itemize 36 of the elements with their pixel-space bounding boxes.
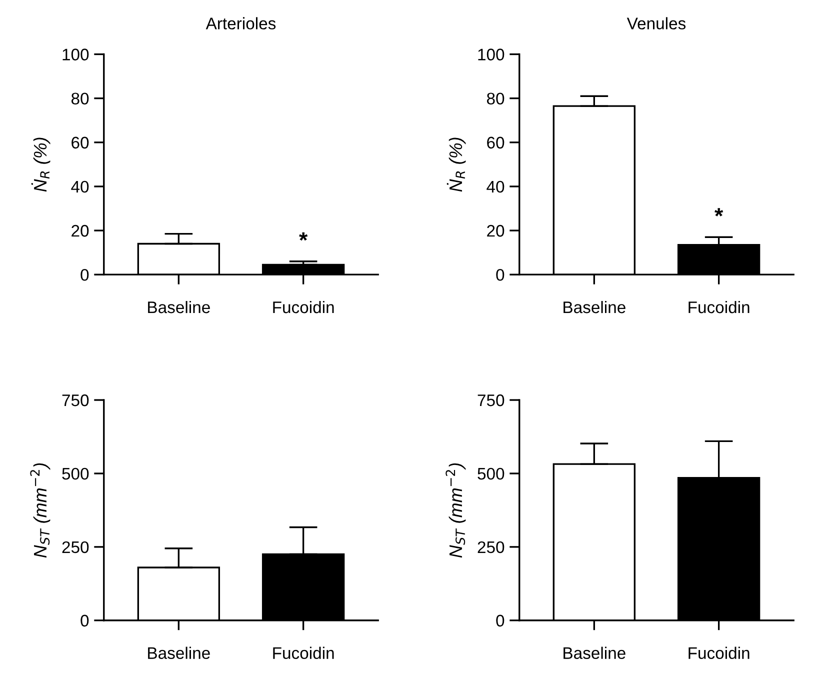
y-tick-label: 20 (72, 224, 89, 237)
y-tick-label: 80 (486, 92, 504, 105)
x-tick-label: Fucoidin (273, 646, 334, 659)
x-tick-label: Fucoidin (273, 300, 334, 314)
y-axis-title: N$_{ST}$ (mm$^{−2}$) (446, 463, 466, 558)
x-tick-label: Baseline (148, 646, 210, 659)
y-tick-label: 80 (71, 92, 89, 105)
annotation: * (714, 208, 724, 216)
chart-title: Arterioles (206, 17, 276, 30)
y-tick-label: 500 (62, 468, 89, 480)
y-tick-label: 40 (71, 180, 89, 193)
y-tick-label: 100 (62, 48, 89, 60)
x-tick-label: Fucoidin (688, 300, 750, 314)
y-axis-title: Ṅ$_{R}$ (%) (31, 138, 50, 192)
y-tick-label: 60 (487, 136, 504, 149)
y-tick-label: 250 (478, 541, 504, 554)
y-tick-label: 40 (486, 180, 504, 193)
y-tick-label: 750 (478, 394, 504, 406)
y-tick-label: 60 (72, 136, 89, 149)
y-tick-label: 250 (62, 541, 89, 554)
y-tick-label: 0 (80, 614, 89, 627)
x-tick-label: Baseline (564, 646, 626, 659)
y-axis-title: N$_{ST}$ (mm$^{−2}$) (30, 463, 50, 558)
y-tick-label: 500 (478, 468, 504, 480)
x-tick-label: Baseline (564, 300, 626, 314)
y-tick-label: 0 (496, 614, 504, 627)
y-tick-label: 20 (487, 224, 504, 237)
y-tick-label: 100 (478, 48, 504, 60)
x-tick-label: Fucoidin (688, 646, 750, 659)
y-tick-label: 0 (496, 268, 504, 281)
y-tick-label: 750 (62, 394, 89, 406)
y-axis-title: Ṅ$_{R}$ (%) (446, 138, 466, 192)
y-tick-label: 0 (80, 268, 89, 281)
x-tick-label: Baseline (148, 300, 210, 314)
chart-title: Venules (626, 17, 686, 30)
annotation: * (299, 232, 308, 241)
